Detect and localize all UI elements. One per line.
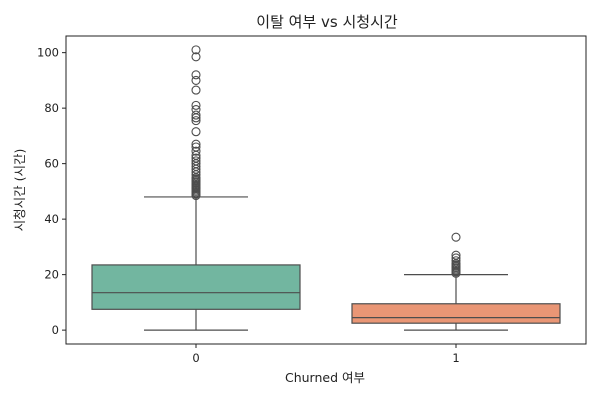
outlier-point <box>191 52 201 62</box>
y-tick-label: 60 <box>44 157 59 171</box>
outlier-point <box>191 139 201 149</box>
plot-frame <box>65 35 587 345</box>
outlier-point <box>451 250 461 260</box>
y-tick-label: 100 <box>37 46 59 60</box>
outlier-point <box>451 256 461 266</box>
box-1 <box>351 303 561 324</box>
outlier-point <box>191 146 201 156</box>
outlier-point <box>451 253 461 263</box>
plot-area: 0 20 40 60 80 100 0 1 <box>37 35 587 365</box>
y-axis-label: 시청시간 (시간) <box>12 149 27 232</box>
outlier-point <box>191 156 201 166</box>
x-axis-label: Churned 여부 <box>285 370 365 385</box>
outlier-point <box>191 142 201 152</box>
x-tick-label: 1 <box>452 351 459 365</box>
outlier-point <box>191 75 201 85</box>
y-tick-label: 40 <box>44 212 59 226</box>
outlier-point <box>191 85 201 95</box>
outlier-point <box>191 153 201 163</box>
x-tick-label: 0 <box>192 351 199 365</box>
box-0 <box>91 264 301 310</box>
chart-title: 이탈 여부 vs 시청시간 <box>256 13 398 31</box>
outlier-point <box>191 104 201 115</box>
outlier-point <box>191 70 201 80</box>
y-tick-label: 80 <box>44 101 59 115</box>
outlier-point <box>191 127 201 137</box>
outlier-point <box>191 45 201 55</box>
outlier-point <box>451 232 461 242</box>
outlier-point <box>191 116 201 126</box>
outlier-point <box>191 110 201 120</box>
y-tick-label: 20 <box>44 268 59 282</box>
outlier-point <box>191 100 201 110</box>
y-tick-label: 0 <box>52 323 59 337</box>
